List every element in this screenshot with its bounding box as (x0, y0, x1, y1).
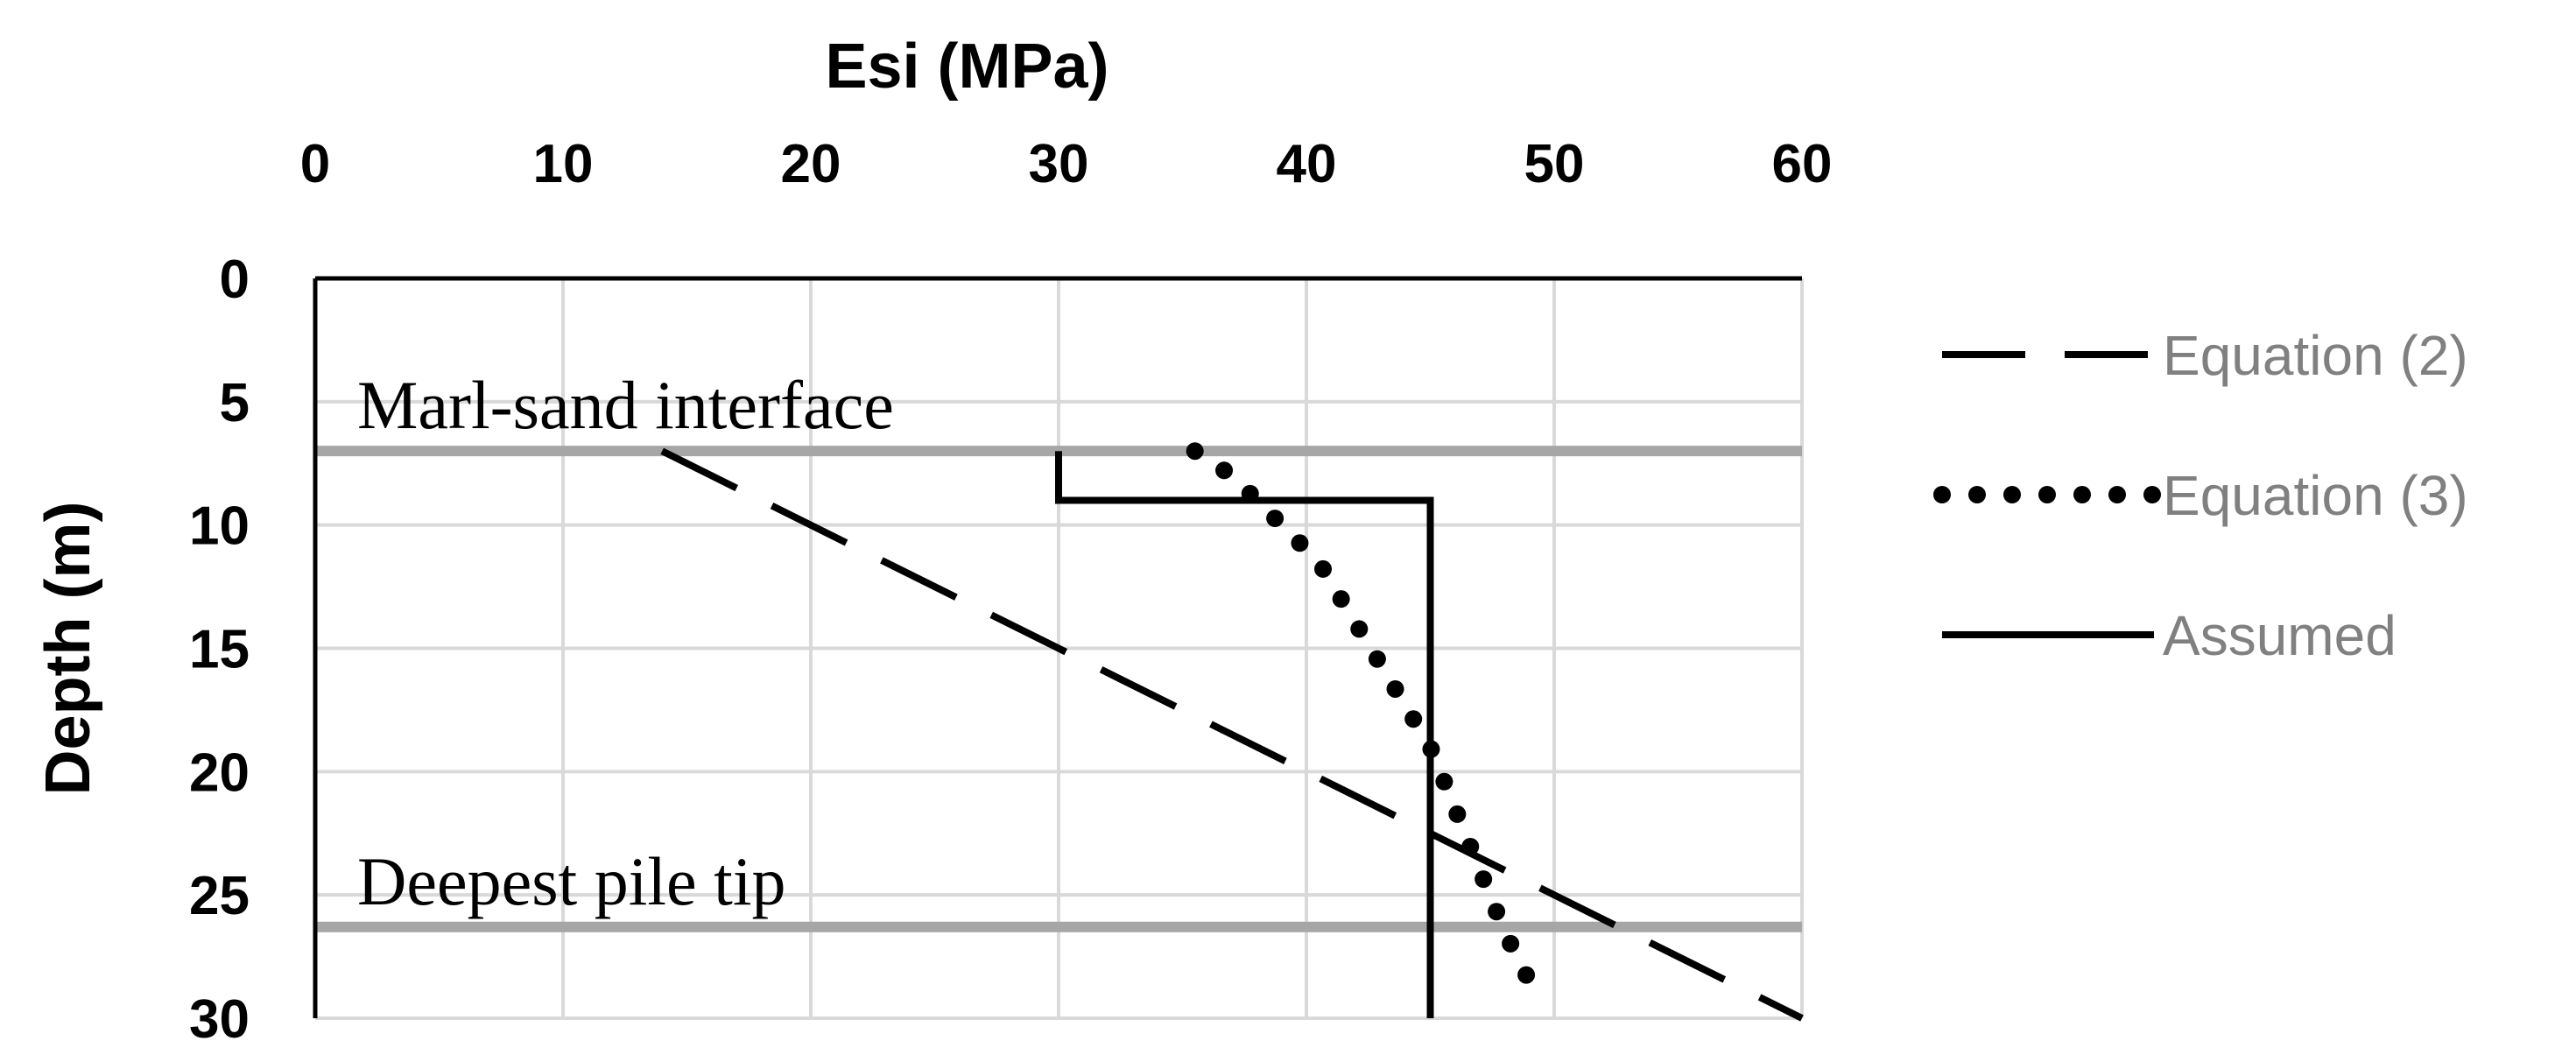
x-tick-label: 60 (1772, 134, 1833, 194)
y-axis-title: Depth (m) (33, 502, 103, 796)
y-tick-label: 5 (220, 373, 250, 433)
y-tick-label: 20 (189, 742, 250, 803)
reference-line-label: Deepest pile tip (357, 843, 786, 919)
x-tick-label: 10 (533, 134, 594, 194)
legend-label: Equation (2) (2163, 324, 2468, 387)
legend-label: Equation (3) (2163, 464, 2468, 527)
x-axis-title: Esi (MPa) (825, 32, 1109, 102)
y-tick-label: 10 (189, 496, 250, 557)
reference-line-label: Marl-sand interface (357, 367, 894, 443)
series-layer (660, 442, 1804, 1022)
x-tick-label: 30 (1029, 134, 1089, 194)
y-tick-label: 30 (189, 989, 250, 1050)
reference-lines (315, 446, 1802, 932)
x-tick-label: 0 (300, 134, 330, 194)
y-tick-label: 15 (189, 620, 250, 680)
series-line (660, 447, 1804, 1022)
legend-label: Assumed (2163, 604, 2397, 667)
series-line (1186, 442, 1551, 1015)
axes (313, 276, 1802, 1018)
legend: Equation (2) Equation (3) Assumed (1933, 324, 2468, 667)
x-tick-label: 20 (781, 134, 841, 194)
x-tick-label: 40 (1277, 134, 1337, 194)
y-tick-label: 25 (189, 866, 250, 926)
series-line (1055, 451, 1434, 1018)
x-tick-label: 50 (1524, 134, 1585, 194)
labels: Esi (MPa) Depth (m) Marl-sand interface D… (33, 32, 1832, 1050)
y-tick-label: 0 (220, 250, 250, 310)
